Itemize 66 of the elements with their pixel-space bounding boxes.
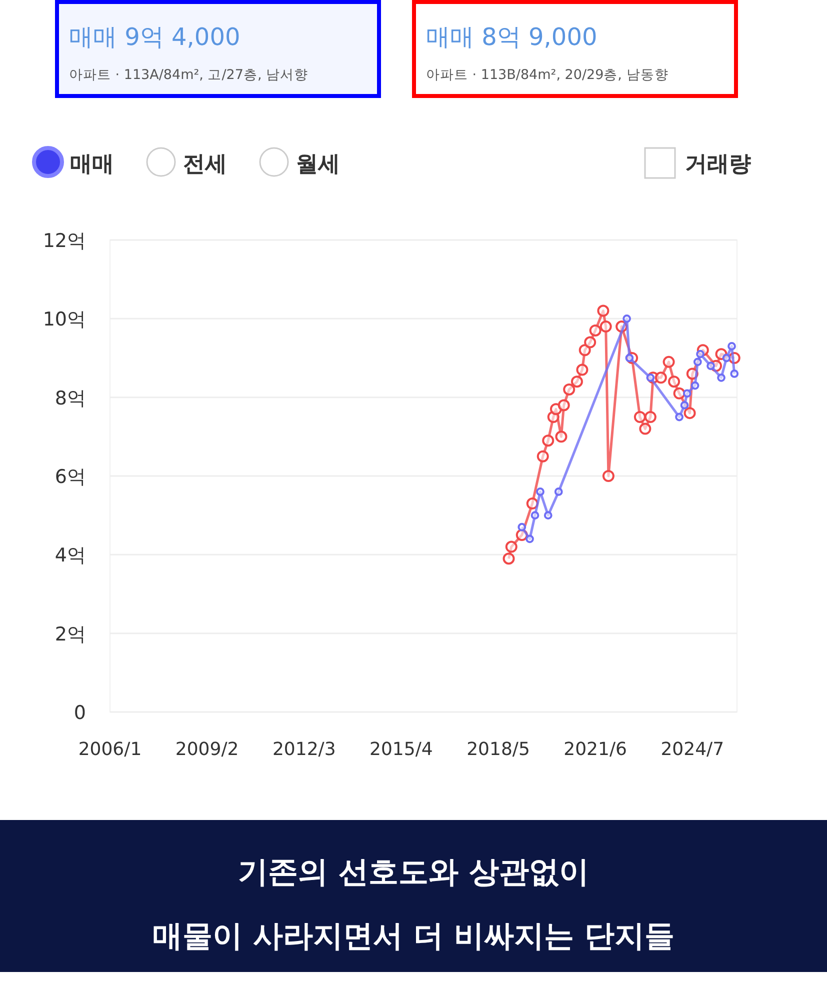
- point: [634, 411, 646, 423]
- point: [644, 411, 656, 423]
- text: 거래량: [685, 152, 751, 177]
- point: [542, 434, 554, 447]
- x-tick-label: 2009/2: [175, 739, 239, 760]
- point: [576, 364, 588, 376]
- text: 아파트 · 113B/84m², 20/29층, 남동향: [426, 67, 668, 83]
- point: [555, 430, 568, 443]
- point: [693, 358, 702, 366]
- point: [505, 540, 518, 553]
- point: [584, 336, 596, 348]
- y-tick-label: 0: [74, 702, 86, 724]
- y-tick-label: 4억: [54, 544, 86, 567]
- point: [536, 450, 549, 462]
- point: [706, 362, 715, 370]
- x-tick-label: 2006/1: [78, 739, 142, 760]
- point: [682, 389, 692, 398]
- point: [554, 488, 563, 496]
- y-tick-label: 12억: [42, 230, 86, 252]
- x-tick-label: 2015/4: [370, 739, 433, 760]
- x-tick-label: 2012/3: [272, 739, 336, 760]
- y-tick-label: 2억: [54, 623, 86, 646]
- text: 매매: [70, 152, 114, 177]
- point: [597, 304, 610, 317]
- point: [654, 372, 667, 384]
- text: 매물이 사라지면서 더 비싸지는 단지들: [152, 919, 674, 954]
- point: [675, 412, 684, 422]
- point: [570, 376, 583, 388]
- point: [680, 401, 689, 410]
- x-tick-label: 2021/6: [564, 739, 627, 760]
- point: [622, 314, 632, 323]
- point: [728, 342, 736, 350]
- point: [578, 344, 591, 356]
- point: [544, 511, 552, 520]
- point: [526, 534, 534, 544]
- point: [662, 356, 675, 368]
- point: [502, 552, 515, 565]
- x-tick-label: 2024/7: [660, 739, 724, 760]
- point: [530, 511, 540, 520]
- y-tick-label: 6억: [54, 466, 86, 488]
- y-tick-label: 8억: [54, 387, 86, 410]
- text: 월세: [296, 152, 340, 177]
- point: [673, 387, 686, 400]
- point: [717, 373, 726, 382]
- point: [690, 381, 700, 390]
- point: [589, 324, 602, 336]
- text: 전세: [183, 152, 227, 177]
- y-tick-label: 10억: [42, 308, 86, 331]
- text: 매매 8억 9,000: [426, 23, 598, 51]
- point: [563, 383, 576, 396]
- point: [684, 407, 696, 420]
- text: 기존의 선호도와 상관없이: [238, 855, 589, 890]
- point: [639, 422, 652, 435]
- point: [722, 354, 731, 362]
- point: [526, 498, 538, 510]
- point: [536, 488, 544, 496]
- x-tick-label: 2018/5: [466, 739, 530, 760]
- text: 매매 9억 4,000: [69, 23, 240, 51]
- point: [600, 320, 612, 333]
- point: [730, 370, 739, 378]
- point: [558, 399, 570, 412]
- point: [625, 354, 634, 362]
- point: [602, 470, 614, 482]
- point: [518, 522, 526, 532]
- point: [668, 376, 680, 388]
- text: 아파트 · 113A/84m², 고/27층, 남서향: [69, 67, 308, 83]
